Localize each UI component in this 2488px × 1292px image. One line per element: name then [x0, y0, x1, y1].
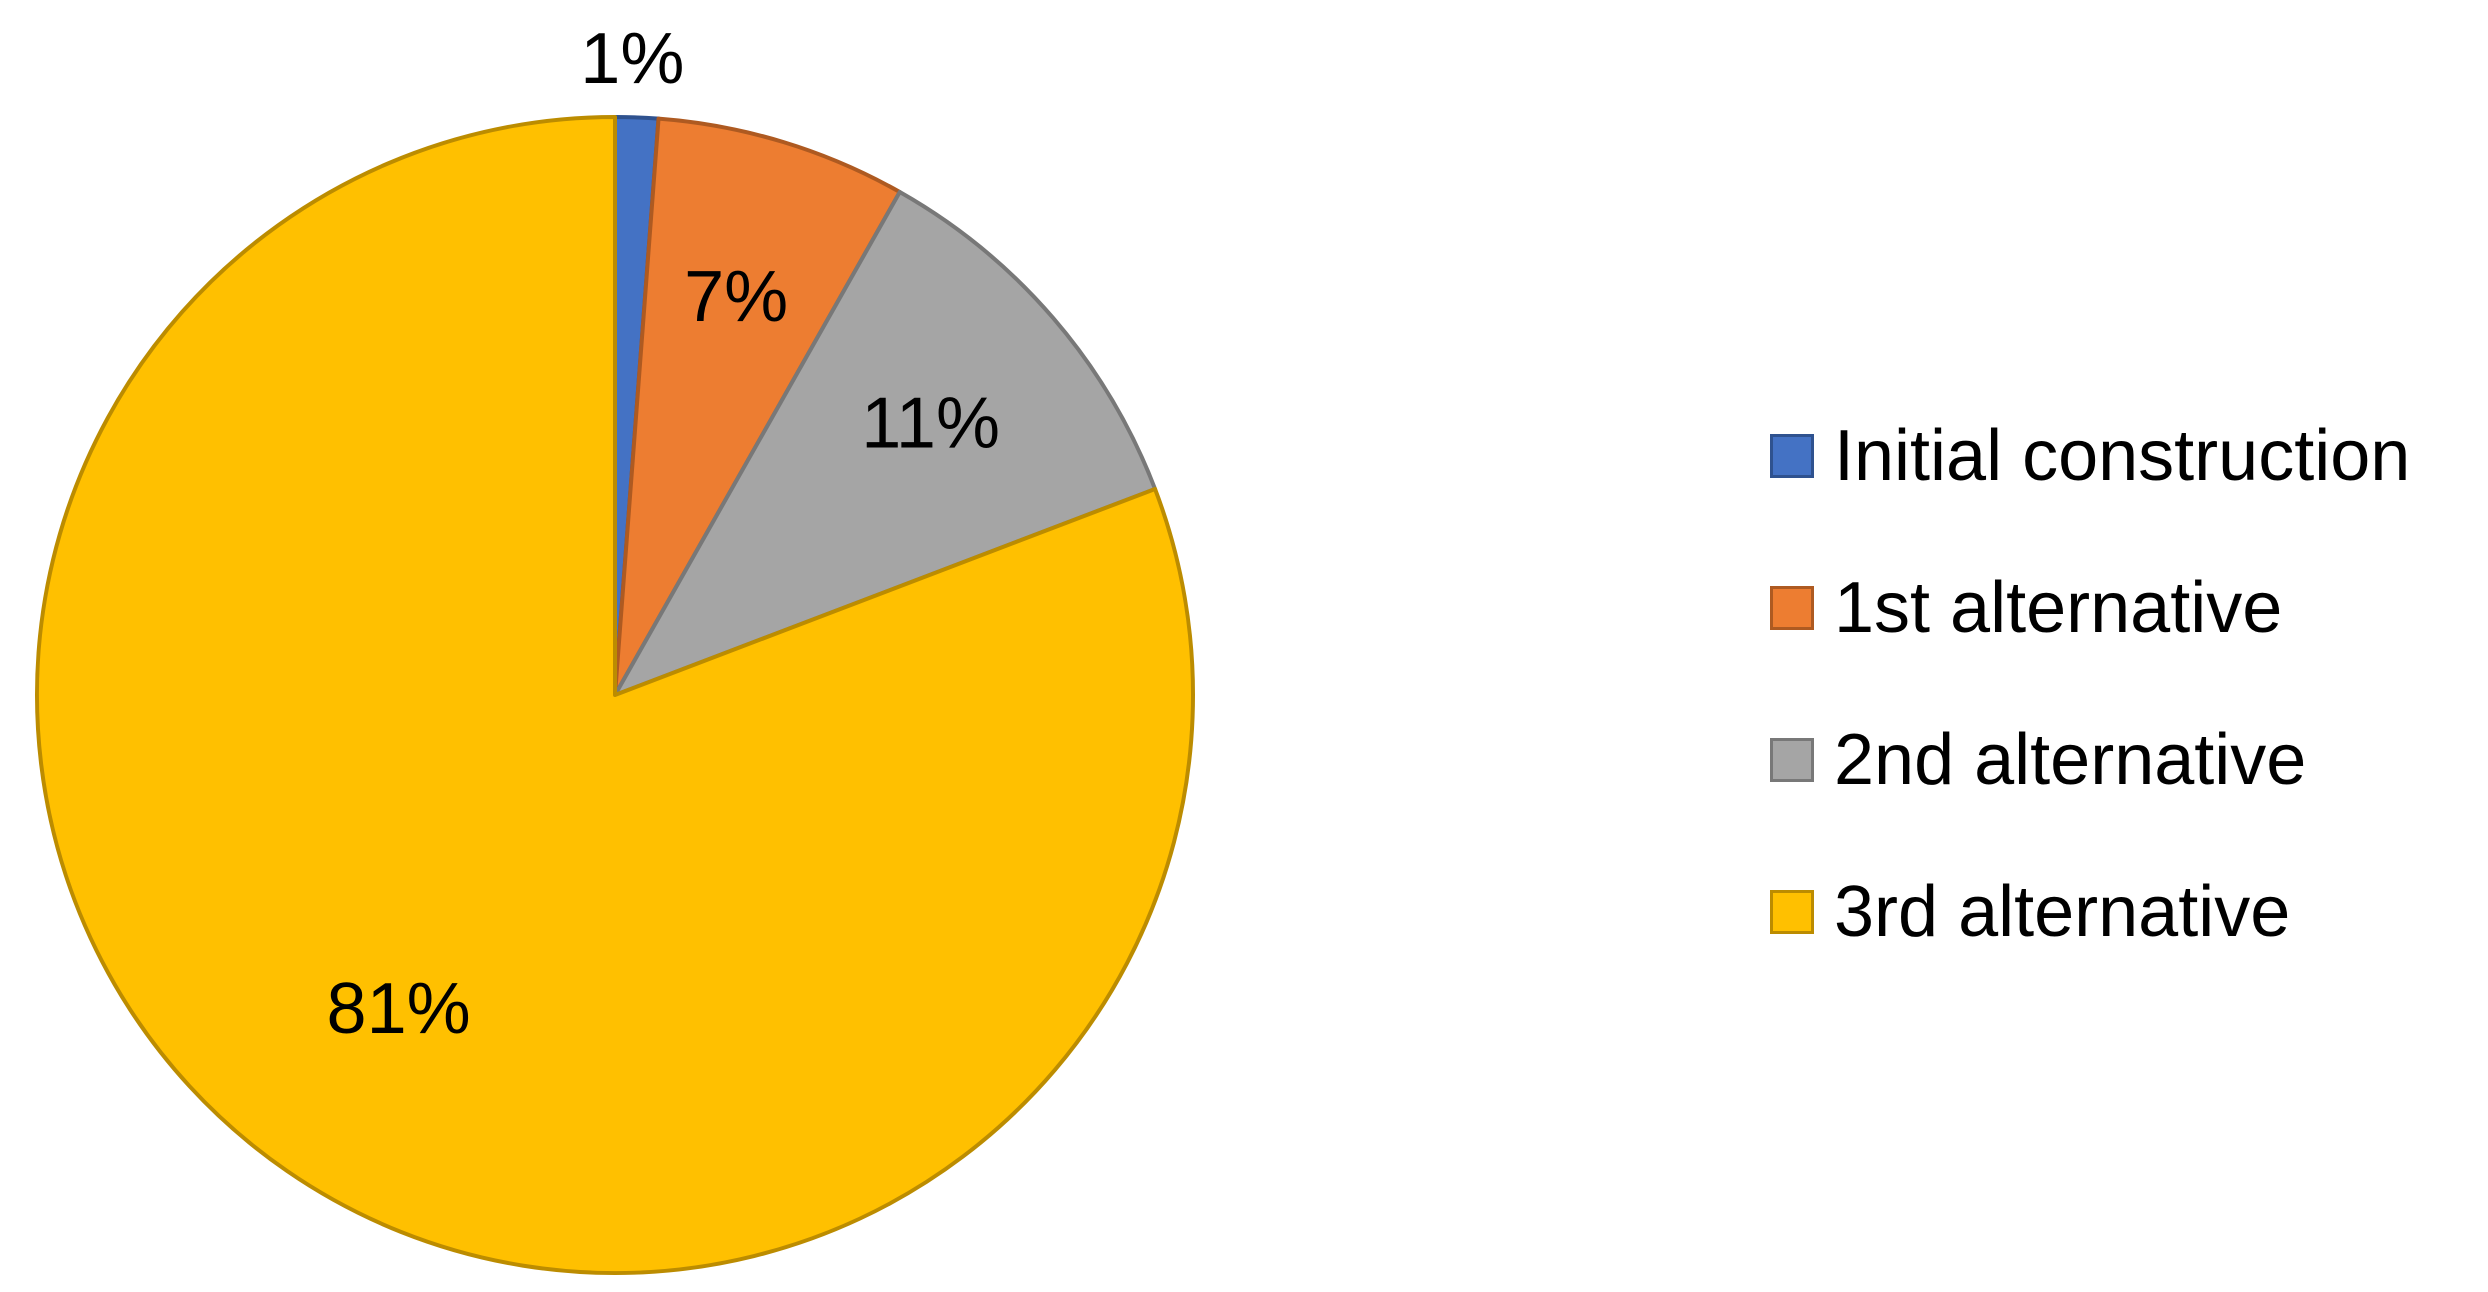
pie-slice-3rd-alternative — [35, 115, 1195, 1275]
legend: Initial construction 1st alternative 2nd… — [1770, 416, 2410, 952]
data-label-initial-construction: 1% — [580, 19, 684, 99]
legend-swatch-3rd-alternative — [1770, 890, 1814, 934]
data-label-1st-alternative: 7% — [684, 257, 788, 337]
legend-label-initial-construction: Initial construction — [1834, 416, 2411, 496]
legend-swatch-initial-construction — [1770, 434, 1814, 478]
legend-label-1st-alternative: 1st alternative — [1834, 568, 2283, 648]
legend-swatch-1st-alternative — [1770, 586, 1814, 630]
legend-label-3rd-alternative: 3rd alternative — [1834, 872, 2291, 952]
data-label-2nd-alternative: 11% — [861, 384, 1000, 464]
pie-slice-1st-alternative — [613, 116, 902, 697]
legend-label-2nd-alternative: 2nd alternative — [1834, 720, 2307, 800]
legend-item-1st-alternative: 1st alternative — [1770, 568, 2410, 648]
pie-slice-2nd-alternative — [613, 190, 1158, 697]
legend-item-3rd-alternative: 3rd alternative — [1770, 872, 2410, 952]
legend-item-initial-construction: Initial construction — [1770, 416, 2410, 496]
legend-swatch-2nd-alternative — [1770, 738, 1814, 782]
data-label-3rd-alternative: 81% — [327, 969, 471, 1049]
legend-item-2nd-alternative: 2nd alternative — [1770, 720, 2410, 800]
